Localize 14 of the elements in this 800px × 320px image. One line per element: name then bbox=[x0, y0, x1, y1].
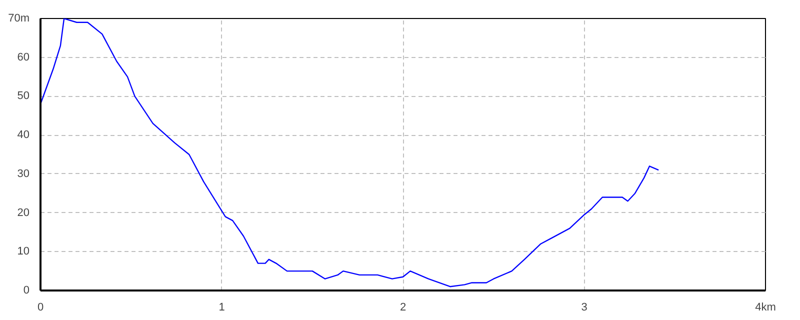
x-tick-label: 4km bbox=[755, 302, 776, 314]
y-tick-label: 70m bbox=[8, 12, 30, 24]
y-tick-label: 30 bbox=[17, 168, 30, 180]
x-tick-label: 0 bbox=[37, 302, 44, 314]
y-tick-label: 60 bbox=[17, 51, 30, 64]
line-series bbox=[40, 18, 660, 288]
y-tick-label: 0 bbox=[23, 284, 30, 296]
x-tick-label: 1 bbox=[218, 302, 225, 314]
y-tick-label: 10 bbox=[17, 246, 30, 258]
x-tick-label: 2 bbox=[400, 302, 406, 314]
y-tick-label: 20 bbox=[17, 206, 30, 219]
y-tick-label: 40 bbox=[17, 129, 30, 142]
y-tick-label: 50 bbox=[17, 90, 30, 102]
x-tick-label: 3 bbox=[581, 302, 588, 314]
